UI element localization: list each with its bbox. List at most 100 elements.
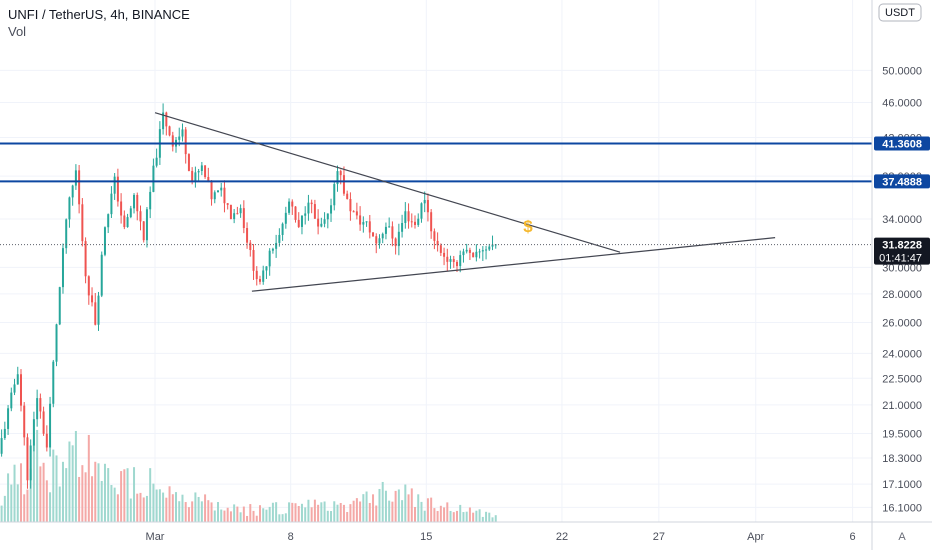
candle-body [239, 208, 242, 214]
volume-bar [478, 509, 481, 522]
volume-bar [297, 506, 300, 522]
candle-body [16, 374, 19, 385]
candle-body [3, 428, 6, 439]
volume-bar [268, 506, 271, 522]
volume-bar [384, 490, 387, 522]
bar-countdown-label: 01:41:47 [879, 253, 922, 265]
volume-bar [165, 497, 168, 522]
candle-body [152, 165, 155, 192]
candle-body [155, 157, 158, 166]
candle-body [300, 215, 303, 227]
candle-body [81, 204, 84, 242]
volume-bar [336, 504, 339, 522]
candle-body [388, 226, 391, 228]
volume-bar [375, 505, 378, 522]
candle-body [365, 221, 368, 223]
candle-body [436, 240, 439, 246]
price-tick-label: 16.1000 [882, 502, 922, 514]
volume-bar [116, 494, 119, 522]
volume-bar [55, 455, 58, 522]
volume-bar [194, 492, 197, 522]
candle-body [7, 408, 10, 429]
volume-bar [13, 464, 16, 522]
price-tick-label: 22.5000 [882, 373, 922, 385]
trendlines[interactable] [154, 112, 776, 292]
candle-body [233, 213, 236, 220]
time-axis[interactable]: Mar 8 15 22 27 Apr 6 [146, 531, 856, 543]
current-price-label: 31.8228 [882, 240, 922, 252]
candle-body [433, 231, 436, 241]
candle-body [381, 233, 384, 239]
candle-body [249, 242, 252, 251]
volume-bar [472, 512, 475, 522]
volume-bar [294, 503, 297, 522]
symbol-title[interactable]: UNFI / TetherUS, 4h, BINANCE [8, 7, 190, 22]
volume-bar [110, 484, 113, 522]
volume-bar [49, 492, 52, 522]
volume-bar [397, 489, 400, 522]
volume-bar [87, 434, 90, 522]
volume-bar [362, 494, 365, 522]
volume-bar [459, 504, 462, 522]
candle-body [29, 445, 32, 481]
candle-body [19, 374, 22, 406]
volume-bar [217, 502, 219, 522]
candle-body [339, 171, 342, 176]
price-tick-label: 50.0000 [882, 65, 922, 77]
volume-bar [7, 473, 10, 522]
volume-bar [139, 492, 142, 522]
candle-body [465, 249, 468, 252]
volume-bar [275, 502, 278, 522]
price-axis[interactable]: 16.1000 17.1000 18.3000 19.5000 21.0000 22.50… [882, 65, 922, 514]
price-tick-label: 46.0000 [882, 97, 922, 109]
volume-bar [368, 502, 371, 522]
volume-bar [107, 468, 110, 522]
candle-body [39, 398, 42, 412]
volume-bar [10, 484, 13, 522]
volume-bar [236, 506, 239, 522]
dollar-icon[interactable]: $ [523, 217, 533, 236]
time-tick-label: 22 [556, 531, 568, 543]
candle-body [217, 190, 219, 193]
price-tick-label: 19.5000 [882, 428, 922, 440]
currency-button-frame [878, 3, 922, 22]
volume-bar [465, 511, 468, 522]
horizontal-gridlines [0, 69, 872, 508]
volume-bar [388, 500, 391, 522]
volume-bar [439, 505, 442, 522]
candle-body [91, 295, 94, 303]
candle-body [0, 438, 3, 454]
candle-body [126, 217, 129, 228]
volume-label[interactable]: Vol [8, 24, 27, 39]
volume-bar [61, 461, 64, 522]
candle-body [262, 270, 265, 282]
candle-body [452, 259, 455, 262]
candle-body [478, 251, 481, 253]
volume-bar [91, 476, 94, 522]
volume-bar [342, 504, 345, 522]
candle-body [401, 222, 404, 232]
volume-bar [491, 517, 494, 522]
volume-bar [391, 501, 394, 522]
candle-body [472, 252, 475, 258]
volume-bar [430, 497, 433, 522]
volume-bar [136, 493, 139, 522]
volume-bar [26, 489, 29, 522]
price-tick-label: 34.0000 [882, 214, 922, 226]
volume-bar [204, 494, 207, 522]
volume-bar [200, 501, 203, 522]
currency-button[interactable]: USDT [878, 3, 922, 22]
volume-bar [123, 469, 126, 522]
volume-bar [39, 466, 42, 522]
candle-body [404, 211, 407, 223]
auto-scale-button[interactable]: A [898, 531, 906, 543]
vertical-gridlines [154, 0, 854, 522]
candle-body [275, 242, 278, 249]
candle-body [204, 165, 207, 178]
horizontal-levels[interactable] [0, 142, 872, 183]
candle-body [207, 177, 210, 182]
candle-body [255, 270, 258, 280]
volume-bar [278, 514, 281, 522]
trendline [251, 237, 776, 292]
